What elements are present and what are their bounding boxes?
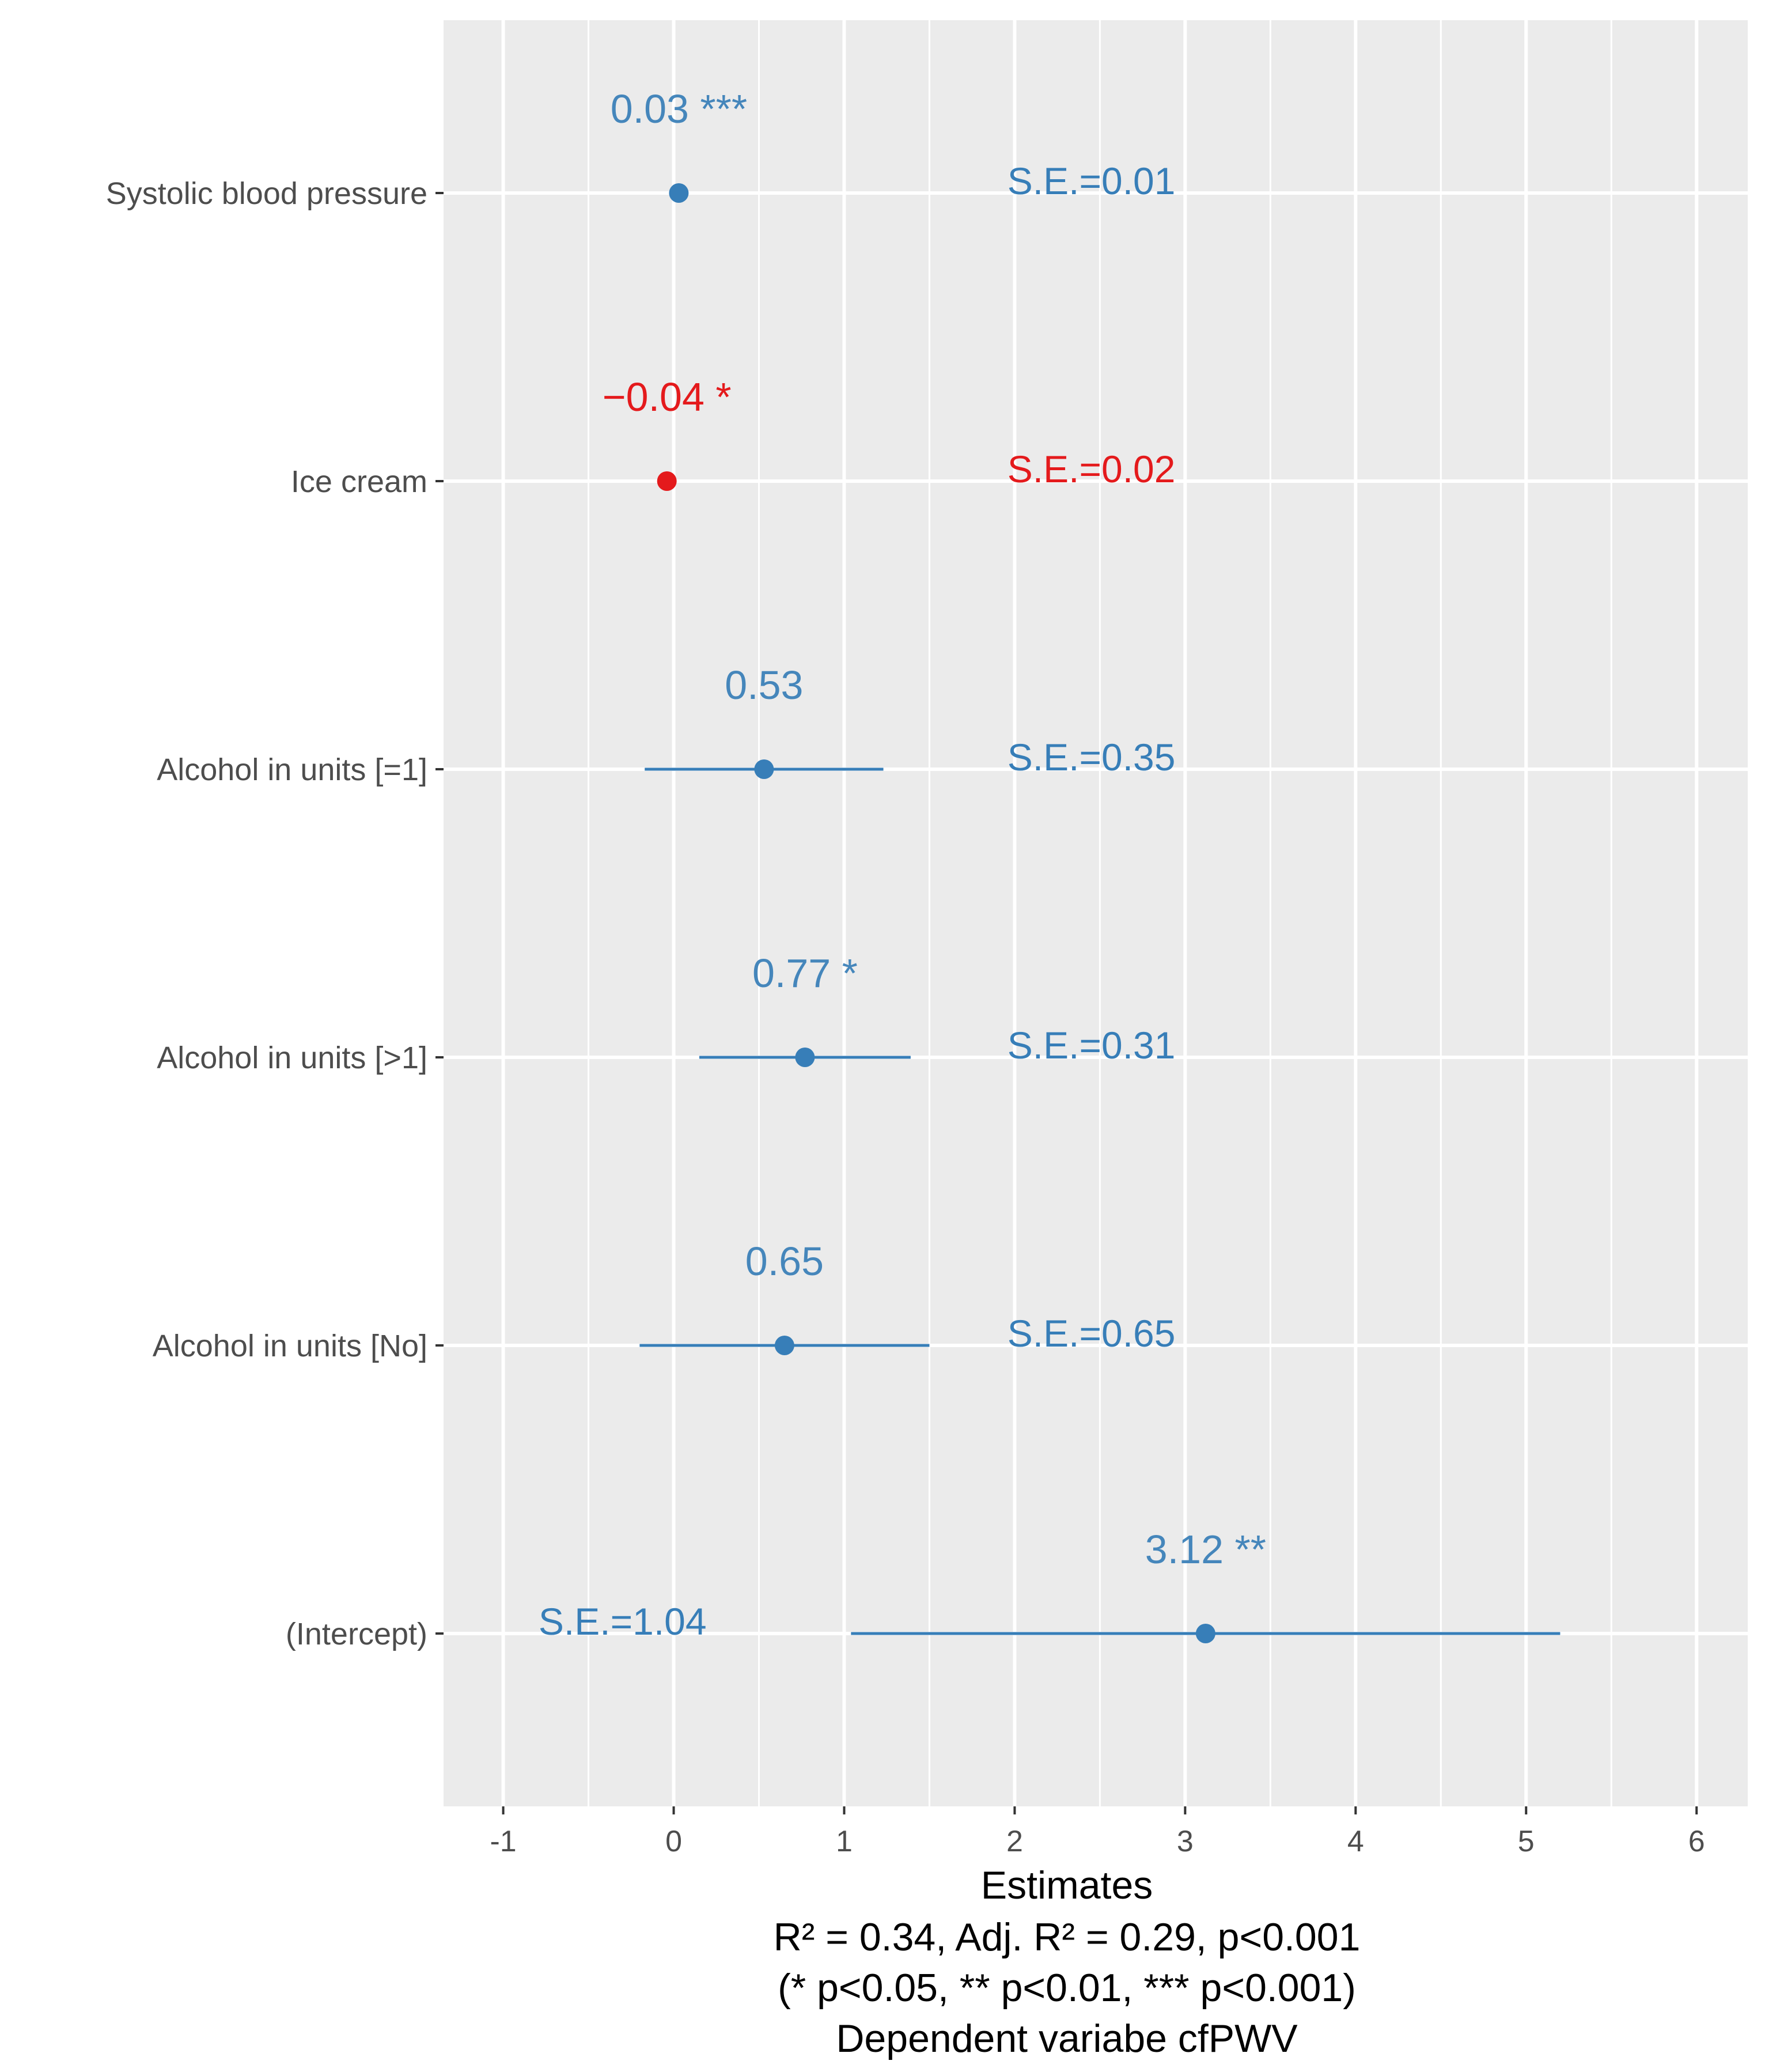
x-tick-label: 6 [1688,1825,1705,1858]
y-tick-label: Systolic blood pressure [106,176,427,211]
x-tick-label: 0 [665,1825,682,1858]
axis-title-block: Estimates R² = 0.34, Adj. R² = 0.29, p<0.… [774,1863,1361,2060]
axes: Systolic blood pressure Ice cream Alcohol … [106,176,1705,1858]
estimate-marks [639,183,1561,1643]
estimate-value-label: 0.65 [745,1239,824,1284]
estimate-point [657,471,677,491]
x-axis-title: Estimates [981,1863,1153,1907]
y-tick-label: Alcohol in units [>1] [157,1041,427,1075]
standard-error-label: S.E.=0.65 [1008,1312,1176,1355]
estimate-value-label: 0.03 *** [611,86,747,131]
estimate-value-label: 0.53 [725,663,803,708]
estimate-value-label: 0.77 * [752,951,858,996]
caption-line: R² = 0.34, Adj. R² = 0.29, p<0.001 [774,1915,1361,1959]
y-tick-label: Ice cream [291,464,427,499]
estimate-labels: 0.03 *** S.E.=0.01 −0.04 * S.E.=0.02 0.53 S.E… [539,86,1266,1643]
x-tick-label: 2 [1006,1825,1023,1858]
caption-line: (* p<0.05, ** p<0.01, *** p<0.001) [778,1966,1356,2010]
standard-error-label: S.E.=0.01 [1008,160,1176,202]
caption-line: Dependent variabe cfPWV [836,2017,1298,2060]
standard-error-label: S.E.=0.31 [1008,1024,1176,1067]
x-tick-label: 5 [1518,1825,1535,1858]
x-tick-label: 1 [836,1825,853,1858]
estimate-point [795,1048,815,1067]
plot-panel [444,20,1748,1806]
y-tick-label: (Intercept) [286,1617,427,1651]
x-tick-label: -1 [490,1825,516,1858]
estimate-point [774,1336,794,1355]
estimate-value-label: −0.04 * [603,375,732,419]
estimate-point [754,759,774,779]
x-tick-label: 4 [1347,1825,1364,1858]
standard-error-label: S.E.=0.02 [1008,448,1176,490]
estimate-value-label: 3.12 ** [1145,1527,1266,1572]
y-tick-label: Alcohol in units [=1] [157,753,427,787]
standard-error-label: S.E.=1.04 [539,1600,707,1643]
x-tick-label: 3 [1177,1825,1194,1858]
estimate-point [1195,1624,1215,1643]
y-tick-label: Alcohol in units [No] [153,1329,427,1363]
standard-error-label: S.E.=0.35 [1008,736,1176,778]
grid-lines [444,20,1748,1806]
estimate-point [669,183,689,203]
